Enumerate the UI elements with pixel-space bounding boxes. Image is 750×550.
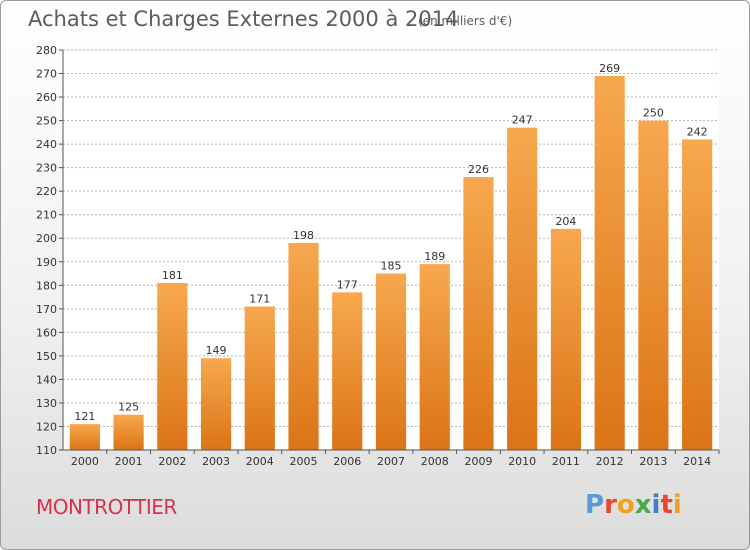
y-tick-label: 200 [36, 232, 57, 245]
data-label-2014: 242 [687, 125, 708, 138]
y-tick-label: 150 [36, 350, 57, 363]
y-tick-label: 140 [36, 373, 57, 386]
data-labels: 121 125 181 149 171 198 177 185 189 226 247 204 269 2… [74, 62, 707, 423]
bars [69, 75, 713, 451]
logo-letter: o [616, 490, 635, 520]
y-tick-label: 170 [36, 303, 57, 316]
x-tick-label-2014: 2014 [683, 455, 711, 468]
bar-2008 [419, 264, 450, 450]
bar-2014 [682, 139, 713, 451]
commune-name: MONTROTTIER [36, 495, 177, 519]
bar-2001 [113, 414, 144, 450]
bar-2010 [507, 127, 538, 450]
bar-2011 [550, 228, 582, 450]
x-tick-label-2006: 2006 [333, 455, 361, 468]
x-axis-ticks: 2000 2001 2002 2003 2004 2005 2006 2007 2008 2009… [71, 450, 720, 468]
x-tick-label-2009: 2009 [464, 455, 492, 468]
data-label-2010: 247 [512, 114, 533, 127]
logo-letter: i [651, 490, 661, 520]
bar-2013 [638, 120, 669, 451]
bar-2009 [463, 177, 494, 450]
bar-2005 [288, 242, 319, 450]
y-tick-label: 240 [36, 138, 57, 151]
y-tick-label: 250 [36, 115, 57, 128]
x-tick-label-2000: 2000 [71, 455, 99, 468]
data-label-2009: 226 [468, 163, 489, 176]
y-tick-label: 270 [36, 68, 57, 81]
logo-letter: x [634, 490, 652, 520]
bar-2002 [157, 282, 188, 450]
y-tick-label: 280 [36, 44, 57, 57]
data-label-2013: 250 [643, 107, 664, 120]
data-label-2006: 177 [337, 278, 358, 291]
logo-letter: P [585, 490, 605, 520]
x-tick-label-2012: 2012 [596, 455, 624, 468]
bar-2006 [332, 292, 363, 450]
x-tick-label-2004: 2004 [246, 455, 274, 468]
bar-2000 [69, 424, 100, 450]
data-label-2007: 185 [381, 260, 402, 273]
data-label-2002: 181 [162, 269, 183, 282]
x-tick-label-2011: 2011 [552, 455, 580, 468]
data-label-2011: 204 [555, 215, 576, 228]
logo-letter: i [672, 490, 682, 520]
x-tick-label-2013: 2013 [639, 455, 667, 468]
chart-subtitle: (en milliers d'€) [418, 14, 513, 28]
x-tick-label-2005: 2005 [290, 455, 318, 468]
x-tick-label-2007: 2007 [377, 455, 405, 468]
data-label-2001: 125 [118, 401, 139, 414]
data-label-2012: 269 [599, 62, 620, 75]
y-tick-label: 210 [36, 209, 57, 222]
x-tick-label-2003: 2003 [202, 455, 230, 468]
y-tick-label: 160 [36, 326, 57, 339]
y-tick-label: 230 [36, 162, 57, 175]
y-axis-ticks: 110 120 130 140 150 160 170 180 190 200 210 220 230 2… [36, 44, 63, 457]
bar-2004 [244, 306, 275, 450]
chart-title: Achats et Charges Externes 2000 à 2014 [28, 7, 459, 31]
y-tick-label: 190 [36, 256, 57, 269]
logo-letter: t [660, 490, 673, 520]
y-tick-label: 220 [36, 185, 57, 198]
data-label-2008: 189 [424, 250, 445, 263]
x-tick-label-2010: 2010 [508, 455, 536, 468]
y-tick-label: 110 [36, 444, 57, 457]
data-label-2000: 121 [74, 410, 95, 423]
bar-2012 [594, 75, 625, 450]
x-tick-label-2001: 2001 [115, 455, 143, 468]
y-tick-label: 180 [36, 279, 57, 292]
data-label-2004: 171 [249, 292, 270, 305]
x-tick-label-2002: 2002 [158, 455, 186, 468]
bar-2003 [200, 358, 232, 450]
y-tick-label: 130 [36, 397, 57, 410]
x-tick-label-2008: 2008 [421, 455, 449, 468]
y-tick-label: 120 [36, 420, 57, 433]
logo-letter: r [604, 490, 617, 520]
data-label-2003: 149 [206, 344, 227, 357]
y-tick-label: 260 [36, 91, 57, 104]
data-label-2005: 198 [293, 229, 314, 242]
proxiti-logo[interactable]: Proxiti [585, 490, 682, 520]
bar-2007 [375, 273, 407, 450]
